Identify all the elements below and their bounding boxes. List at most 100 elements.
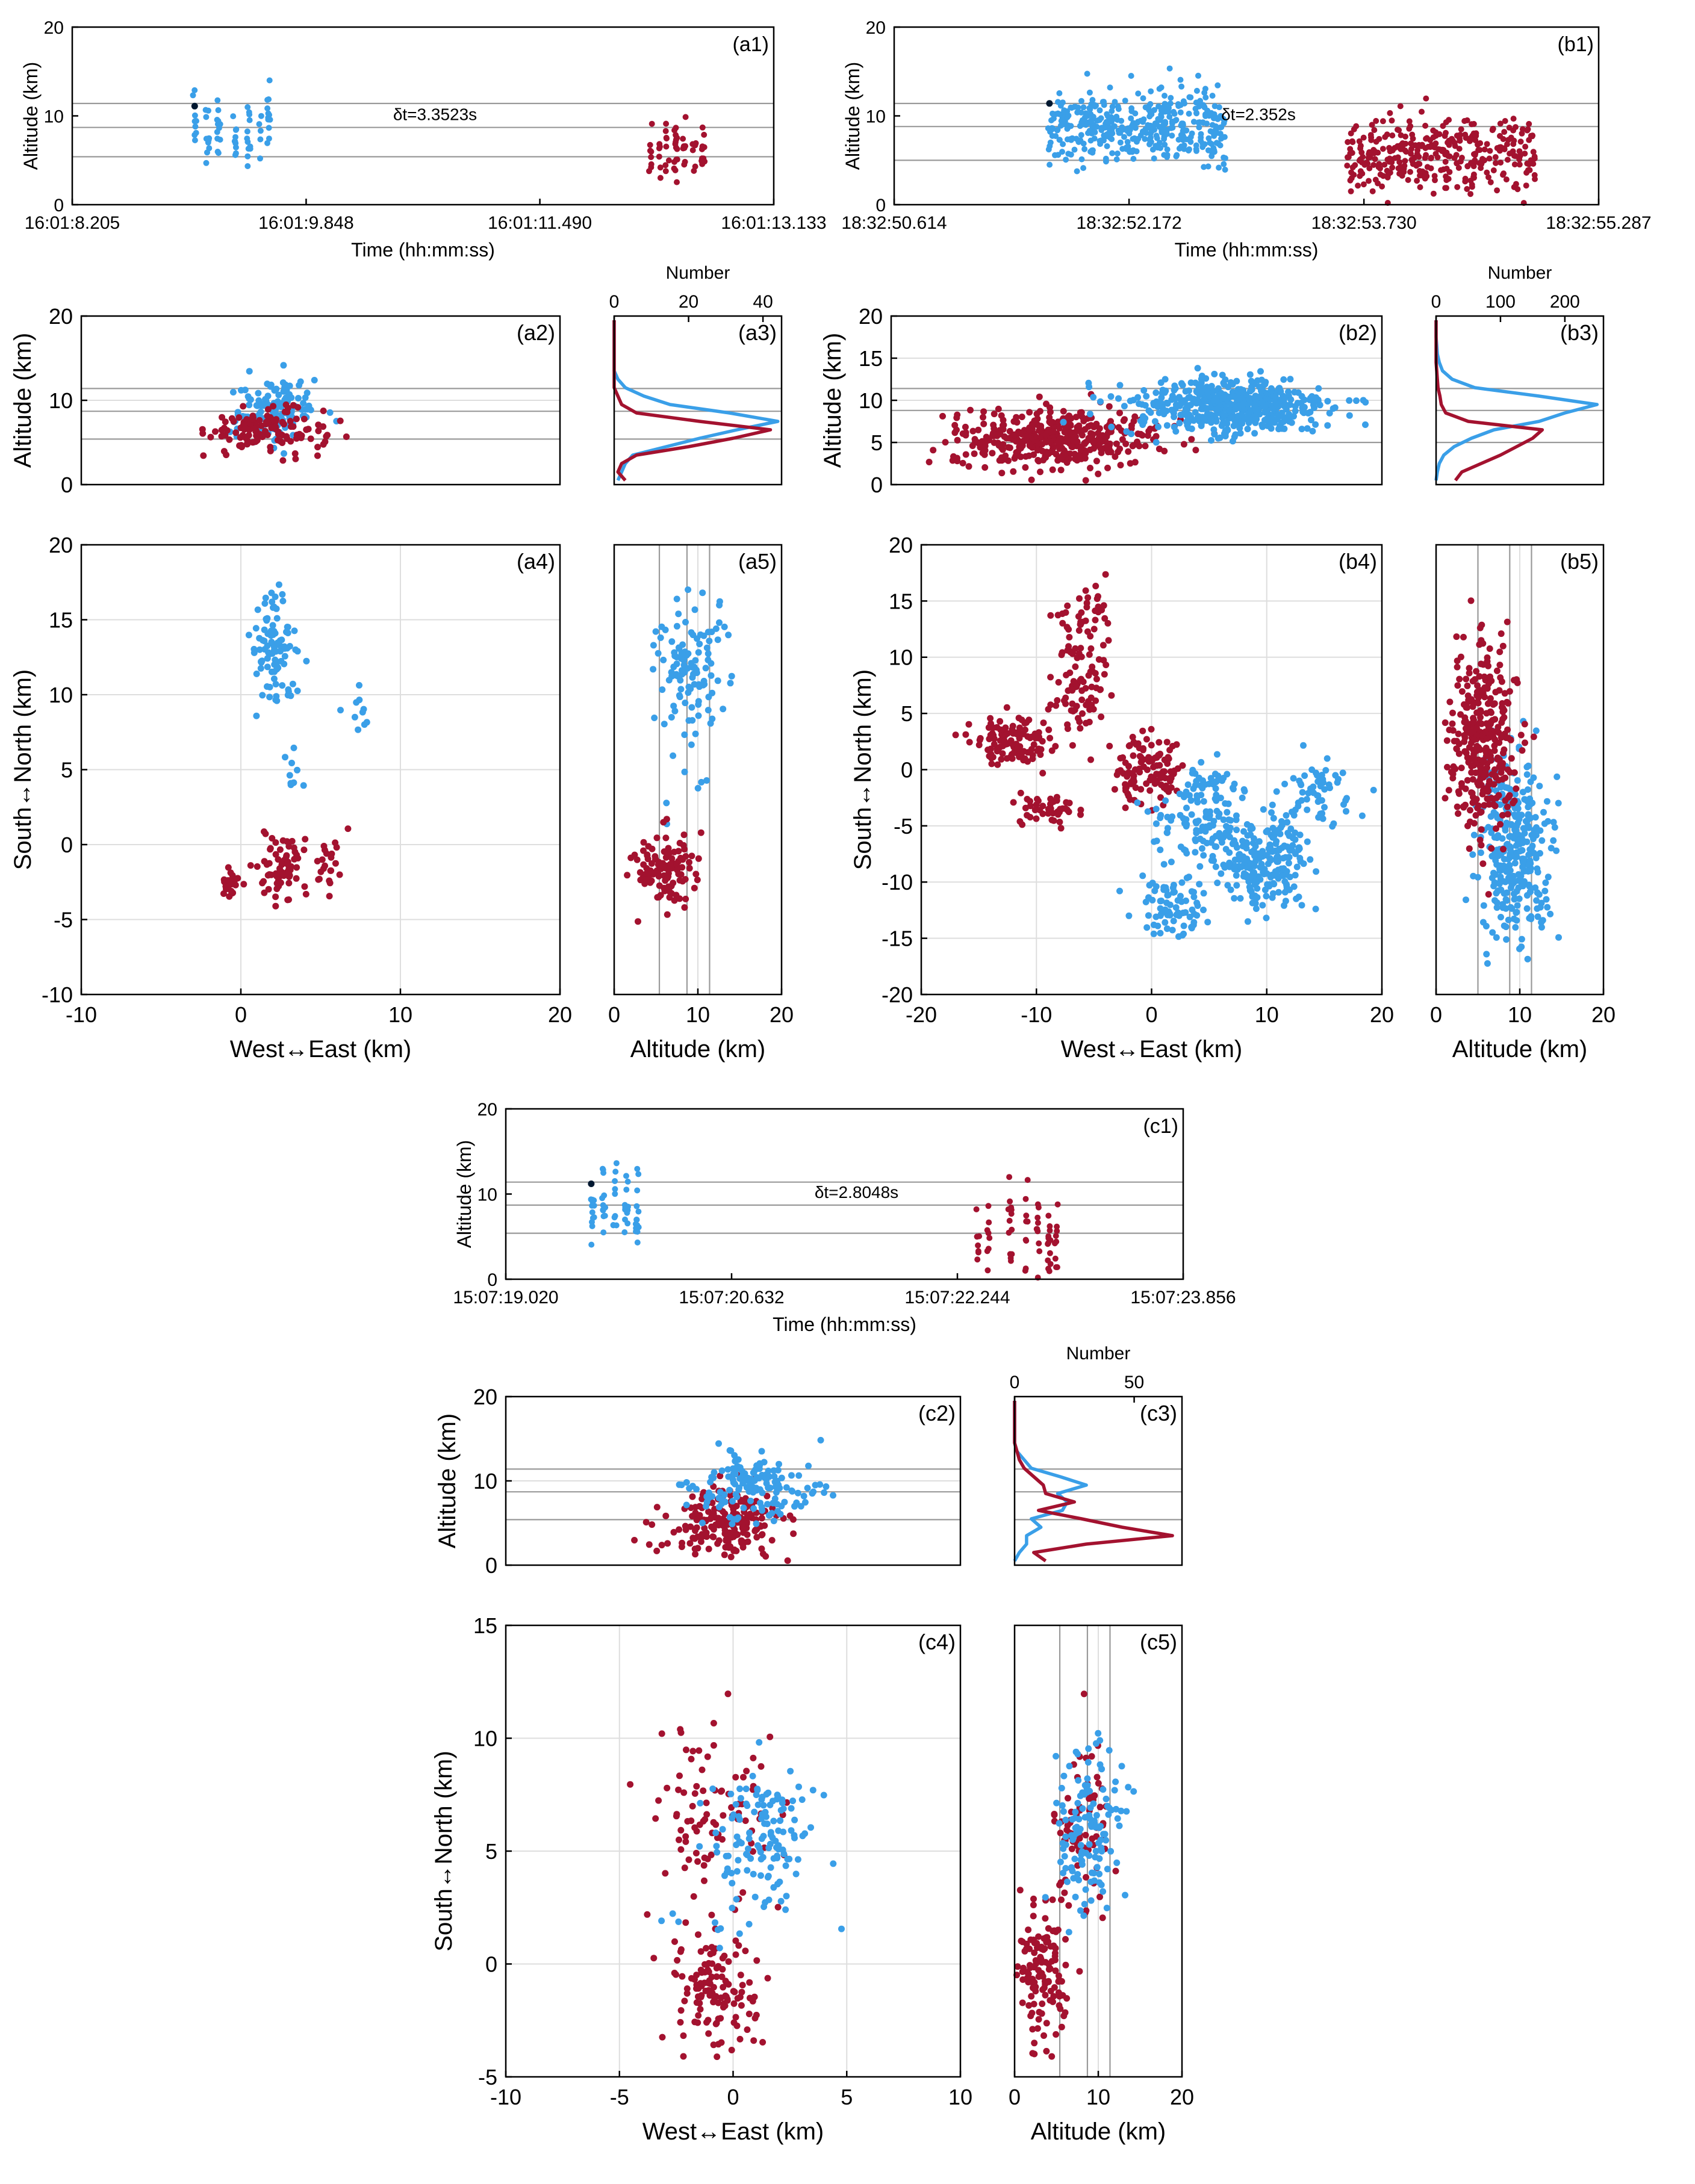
data-point-late	[1410, 135, 1416, 142]
data-point-early	[1286, 854, 1293, 861]
data-point-late	[722, 1978, 729, 1985]
data-point-late	[1139, 432, 1146, 439]
data-point-late	[984, 746, 992, 754]
data-point-late	[1035, 745, 1042, 752]
data-point-late	[1504, 803, 1511, 810]
data-point-late	[705, 1987, 712, 1994]
data-point-late	[713, 1973, 720, 1981]
data-point-late	[1497, 120, 1504, 127]
data-point-late	[315, 427, 322, 435]
data-point-late	[1389, 164, 1396, 171]
data-point-early	[1188, 811, 1195, 818]
data-point-late	[717, 1994, 724, 2002]
data-point-early	[1109, 108, 1115, 114]
data-point-early	[1514, 902, 1521, 909]
data-point-early	[1538, 837, 1546, 844]
data-point-late	[328, 854, 335, 861]
x-tick-label: -20	[906, 1002, 937, 1027]
data-point-late	[664, 1784, 671, 1792]
data-point-late	[1010, 468, 1017, 475]
data-point-early	[266, 125, 272, 131]
data-point-early	[1121, 134, 1127, 140]
data-point-late	[954, 436, 961, 444]
data-point-late	[272, 893, 279, 901]
data-point-early	[1496, 880, 1503, 887]
data-point-early	[262, 594, 269, 601]
data-point-late	[708, 1851, 715, 1858]
data-point-early	[1318, 772, 1325, 778]
data-point-early	[1494, 832, 1502, 839]
data-point-late	[727, 1492, 734, 1499]
data-point-early	[1183, 821, 1190, 828]
data-point-late	[648, 154, 655, 160]
data-point-late	[991, 411, 998, 418]
data-point-late	[1137, 786, 1145, 793]
data-point-late	[1015, 715, 1022, 722]
data-point-late	[1377, 171, 1384, 178]
data-point-late	[1023, 1238, 1030, 1244]
data-point-late	[720, 2003, 727, 2011]
data-point-early	[730, 1470, 737, 1477]
data-point-early	[363, 719, 370, 726]
x-tick-label: 40	[753, 292, 773, 312]
data-point-late	[1484, 141, 1490, 147]
data-point-late	[745, 2011, 753, 2017]
data-point-late	[323, 433, 330, 440]
data-point-late	[1472, 131, 1479, 138]
data-point-early	[612, 1186, 618, 1193]
data-point-late	[1470, 163, 1477, 170]
data-point-early	[778, 1503, 785, 1510]
data-point-early	[191, 137, 198, 143]
data-point-early	[709, 689, 716, 696]
data-point-late	[1461, 118, 1468, 124]
data-point-late	[1049, 448, 1056, 455]
data-point-early	[1514, 812, 1521, 819]
time-gap-annotation: δt=3.3523s	[393, 105, 477, 124]
data-point-late	[1461, 732, 1468, 739]
data-point-early	[623, 1173, 629, 1179]
data-point-early	[1109, 136, 1115, 143]
y-tick-label: 10	[866, 107, 886, 126]
data-point-late	[303, 426, 310, 433]
data-point-early	[1112, 99, 1118, 105]
data-point-late	[344, 825, 352, 833]
data-point-late	[1463, 675, 1470, 683]
data-point-early	[1146, 141, 1152, 147]
data-point-late	[1384, 167, 1390, 174]
data-point-early	[1270, 405, 1277, 412]
data-point-early	[670, 663, 677, 671]
data-point-late	[985, 1230, 992, 1236]
panel-label: (a5)	[738, 549, 777, 574]
data-point-early	[1489, 929, 1496, 936]
data-point-early	[1543, 798, 1550, 805]
data-point-late	[975, 1242, 981, 1249]
data-point-late	[1369, 188, 1376, 194]
data-point-late	[1492, 154, 1499, 160]
y-tick-label: 10	[44, 107, 64, 126]
data-point-late	[1498, 766, 1505, 773]
y-axis-label: Altitude (km)	[453, 1140, 475, 1249]
data-point-early	[291, 627, 298, 634]
data-point-late	[1414, 178, 1420, 184]
data-point-late	[1059, 649, 1066, 656]
data-point-late	[998, 755, 1005, 763]
data-point-early	[1214, 406, 1221, 413]
data-point-late	[272, 851, 279, 858]
data-point-late	[689, 147, 696, 154]
data-point-late	[1143, 780, 1150, 787]
data-point-early	[351, 713, 358, 721]
data-point-early	[1520, 859, 1527, 866]
data-point-early	[1205, 135, 1212, 141]
data-point-early	[1523, 771, 1531, 778]
data-point-early	[281, 653, 288, 660]
data-point-early	[801, 1499, 809, 1506]
data-point-early	[1221, 120, 1227, 126]
data-point-early	[1291, 389, 1298, 396]
data-point-early	[788, 1487, 795, 1494]
data-point-late	[1352, 162, 1358, 169]
y-axis-label: South↔North (km)	[850, 669, 876, 870]
data-point-late	[691, 167, 697, 174]
data-point-early	[1269, 834, 1277, 841]
data-point-early	[1510, 872, 1517, 879]
